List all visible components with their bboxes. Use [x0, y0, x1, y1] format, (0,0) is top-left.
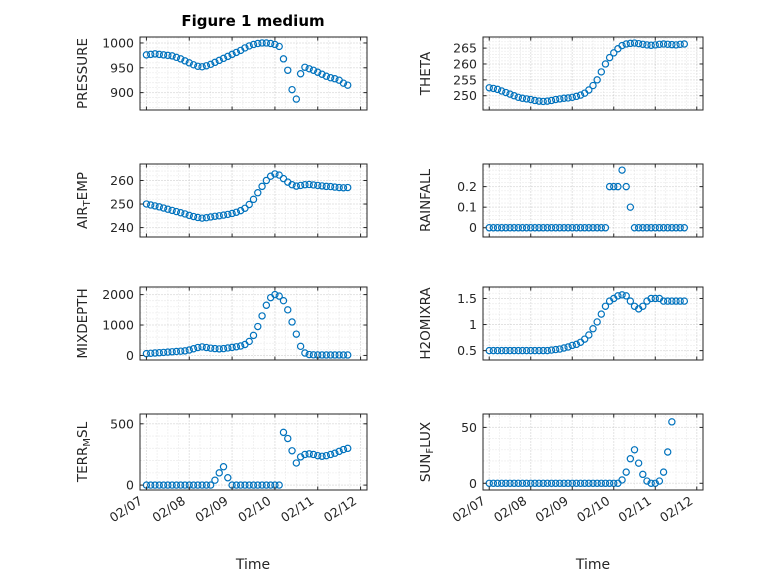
ytick-label: 260	[453, 56, 477, 71]
tick-group: 0 0.1 0.2	[457, 164, 703, 237]
ytick-label: 0.5	[457, 343, 477, 358]
markers-group	[142, 428, 352, 489]
markers-group	[485, 418, 676, 487]
grid-group	[483, 414, 703, 490]
xtick-label: 02/07	[449, 493, 487, 525]
ytick-label: 250	[110, 197, 134, 212]
ytick-label: 1.5	[457, 291, 477, 306]
ytick-label: 265	[453, 41, 477, 56]
ytick-label: 240	[110, 220, 134, 235]
x-axis-label-right: Time	[575, 557, 610, 573]
subplot-h2omixra: 0.5 1 1.5 H2OMIXRA	[418, 286, 704, 361]
tick-group: 0.5 1 1.5	[457, 287, 703, 360]
subplot-airtemp: 240 250 260 AIRTEMP	[75, 163, 368, 238]
subplot-mixdepth: 0 1000 2000 MIXDEPTH	[75, 286, 368, 363]
markers-group	[485, 39, 689, 106]
xtick-label: 02/12	[321, 493, 359, 525]
xtick-label: 02/11	[616, 493, 654, 525]
xtick-label: 02/09	[532, 493, 570, 525]
ytick-label: 0.1	[457, 200, 477, 215]
tick-group: 02/07 02/08 02/09 02/10 02/11 02/12 0 500	[107, 414, 367, 525]
y-axis-label: RAINFALL	[418, 169, 434, 232]
grid-group	[140, 287, 367, 360]
y-axis-label: AIRTEMP	[75, 172, 93, 229]
y-axis-label: SUNFLUX	[418, 422, 436, 482]
ytick-label: 0.2	[457, 179, 477, 194]
axes-frame	[139, 163, 368, 238]
ytick-label: 950	[110, 60, 134, 75]
subplot-sunflux: 02/07 02/08 02/09 02/10 02/11 02/12 0 50 SUNFLUX	[418, 413, 704, 525]
axes-frame	[482, 413, 704, 491]
xtick-label: 02/11	[278, 493, 316, 525]
grid-group	[483, 37, 703, 110]
y-axis-label: MIXDEPTH	[75, 288, 91, 358]
xtick-label: 02/12	[657, 493, 695, 525]
ytick-label: 2000	[102, 287, 134, 302]
ytick-label: 250	[453, 88, 477, 103]
y-axis-label: THETA	[418, 51, 434, 96]
grid-group	[140, 414, 367, 490]
axes-frame	[139, 413, 368, 491]
ytick-label: 0	[469, 476, 477, 491]
grid-group	[483, 287, 703, 360]
markers-group	[142, 170, 352, 222]
ytick-label: 260	[110, 173, 134, 188]
ytick-label: 0	[126, 348, 134, 363]
ytick-label: 1000	[102, 318, 134, 333]
ytick-label: 900	[110, 85, 134, 100]
axes-frame	[482, 286, 704, 361]
tick-group: 240 250 260	[110, 164, 367, 237]
markers-group	[485, 291, 689, 355]
ytick-label: 255	[453, 72, 477, 87]
subplot-pressure: 900 950 1000 PRESSURE	[75, 35, 368, 111]
xtick-label: 02/09	[192, 493, 230, 525]
y-axis-label: H2OMIXRA	[418, 287, 434, 360]
ytick-label: 50	[461, 420, 477, 435]
grid-group	[140, 164, 367, 238]
subplot-rainfall: 0 0.1 0.2 RAINFALL	[418, 163, 704, 238]
subplot-terrmsl: 02/07 02/08 02/09 02/10 02/11 02/12 0 500 TERRMS…	[75, 413, 368, 525]
axes-frame	[482, 163, 704, 238]
xtick-label: 02/08	[491, 493, 529, 525]
markers-group	[142, 39, 352, 103]
xtick-label: 02/08	[150, 493, 188, 525]
axes-frame	[139, 286, 368, 361]
ytick-label: 1000	[102, 35, 134, 50]
tick-group: 0 1000 2000	[102, 287, 367, 363]
y-axis-label: TERRMSL	[75, 421, 93, 483]
grid-group	[140, 37, 367, 110]
ytick-label: 0	[126, 478, 134, 493]
ytick-label: 1	[469, 317, 477, 332]
markers-group	[485, 166, 689, 232]
figure-title: Figure 1 medium	[181, 12, 324, 30]
x-axis-label-left: Time	[235, 557, 270, 573]
ytick-label: 0	[469, 220, 477, 235]
axes-frame	[482, 36, 704, 111]
axes-frame	[139, 36, 368, 111]
xtick-label: 02/10	[574, 493, 612, 525]
ytick-label: 500	[110, 416, 134, 431]
xtick-label: 02/10	[235, 493, 273, 525]
y-axis-label: PRESSURE	[75, 38, 91, 109]
xtick-label: 02/07	[107, 493, 145, 525]
tick-group: 900 950 1000	[102, 35, 367, 110]
